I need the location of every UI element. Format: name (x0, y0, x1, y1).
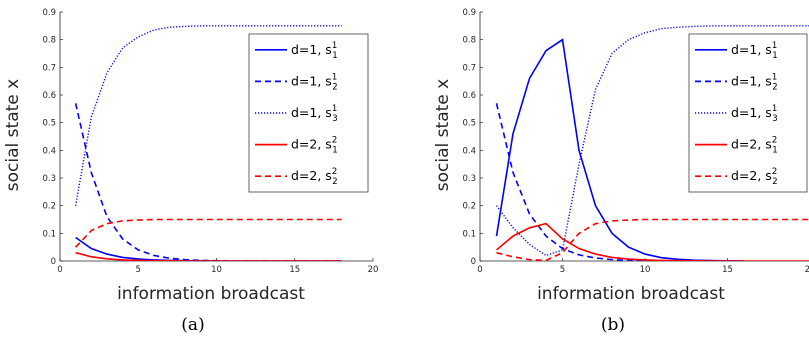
x-tick-label: 15 (289, 265, 300, 275)
y-tick-label: 0 (471, 257, 476, 267)
y-tick-label: 0.9 (462, 8, 476, 18)
y-tick-label: 0.5 (42, 119, 56, 129)
svg-text:social state x: social state x (3, 79, 23, 191)
y-tick-label: 0.3 (462, 174, 476, 184)
panel-caption: (b) (601, 315, 625, 335)
x-tick-label: 15 (722, 265, 733, 275)
y-tick-label: 0.4 (462, 146, 476, 156)
panel-caption: (a) (181, 315, 204, 335)
legend-label: d=2, s2 2 (731, 167, 778, 187)
x-tick-label: 5 (560, 265, 565, 275)
svg-text:social state x: social state x (433, 79, 453, 191)
y-tick-label: 0.7 (42, 63, 56, 73)
x-tick-label: 5 (136, 265, 141, 275)
legend-label: d=1, s1 2 (731, 72, 778, 92)
series-line-4 (495, 222, 809, 261)
series-group (74, 25, 342, 261)
axes: 0 5 10 15 20 0 0.1 0.2 0.3 0.4 0.5 0.6 0.7 0.8 0.9 (42, 8, 378, 275)
legend-label: d=1, s1 3 (291, 104, 338, 124)
series-group (495, 25, 809, 261)
legend-label: d=1, s1 3 (731, 104, 778, 124)
chart-panel-b: social state x information broadcast (b)… (433, 8, 809, 335)
series-line-1 (75, 236, 342, 261)
y-tick-label: 0.9 (42, 8, 56, 18)
y-tick-label: 0.6 (42, 91, 56, 101)
y-tick-label: 0.6 (462, 91, 476, 101)
legend: d=1, s1 1 d=1, s1 2 d=1, s1 3 d=2, s2 1 d=2, s2 2 (248, 33, 369, 193)
y-tick-label: 0.2 (462, 202, 476, 212)
series-line-5 (496, 218, 809, 261)
y-tick-label: 0.8 (462, 36, 476, 46)
chart-panel-a: social state x information broadcast (a)… (3, 8, 378, 335)
x-tick-label: 10 (640, 265, 651, 275)
y-tick-label: 0.8 (42, 36, 56, 46)
y-tick-label: 0.4 (42, 146, 56, 156)
legend-label: d=2, s2 2 (291, 167, 338, 187)
legend: d=1, s1 1 d=1, s1 2 d=1, s1 3 d=2, s2 1 d=2, s2 2 (688, 33, 808, 193)
x-axis-label: information broadcast (117, 284, 305, 304)
y-axis-label: social state x (433, 79, 453, 191)
legend-box (248, 33, 369, 193)
y-tick-label: 0.1 (42, 229, 56, 239)
y-tick-label: 0.2 (42, 202, 56, 212)
legend-label: d=2, s2 1 (291, 136, 338, 156)
series-line-4 (75, 251, 342, 261)
x-axis-label: information broadcast (537, 284, 725, 304)
x-tick-label: 0 (477, 265, 482, 275)
series-line-2 (495, 103, 744, 261)
legend-label: d=2, s2 1 (731, 136, 778, 156)
y-axis-label: social state x (3, 79, 23, 191)
legend-label: d=1, s1 1 (731, 41, 778, 61)
legend-label: d=1, s1 2 (291, 72, 338, 92)
series-line-5 (75, 218, 342, 248)
y-tick-label: 0.7 (462, 63, 476, 73)
legend-label: d=1, s1 1 (291, 41, 338, 61)
x-tick-label: 10 (211, 265, 222, 275)
x-tick-label: 20 (805, 265, 809, 275)
y-tick-label: 0 (51, 257, 56, 267)
x-tick-label: 20 (368, 265, 379, 275)
y-tick-label: 0.3 (42, 174, 56, 184)
y-tick-label: 0.1 (462, 229, 476, 239)
series-line-3 (495, 25, 809, 257)
legend-box (688, 33, 808, 193)
y-tick-label: 0.5 (462, 119, 476, 129)
x-tick-label: 0 (57, 265, 62, 275)
